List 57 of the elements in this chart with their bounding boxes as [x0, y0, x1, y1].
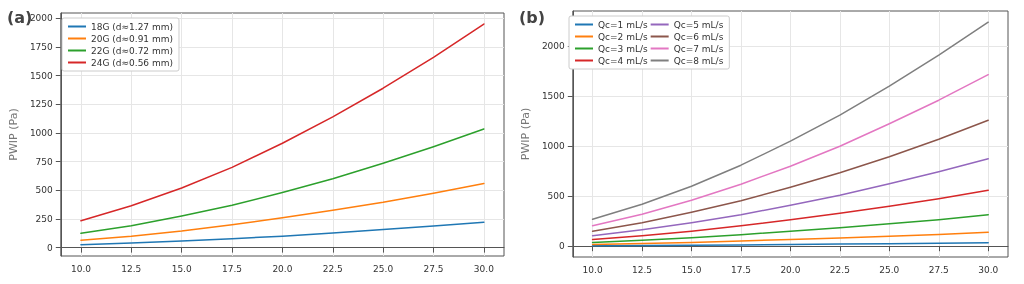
y-tick-label: 1000	[29, 127, 54, 138]
y-tick-label: 250	[35, 213, 54, 224]
y-tick-label: 1500	[29, 70, 54, 81]
legend-label: Qc=7 mL/s	[673, 43, 724, 54]
x-tick-label: 12.5	[632, 264, 653, 275]
line-series	[80, 221, 485, 246]
legend-label: Qc=4 mL/s	[598, 55, 648, 66]
line-series	[591, 157, 989, 237]
x-tick-label: 17.5	[222, 263, 243, 274]
line-series	[80, 182, 485, 241]
y-axis-title: PWIP (Pa)	[7, 108, 20, 161]
y-tick-label: 1750	[29, 41, 54, 52]
x-tick-label: 10.0	[582, 264, 603, 275]
line-series	[591, 119, 989, 232]
x-tick-label: 10.0	[70, 263, 92, 274]
line-series	[80, 23, 485, 222]
legend-label: 22G (d≈0.72 mm)	[91, 45, 173, 56]
x-tick-label: 22.5	[322, 263, 343, 274]
chart-title: (b)	[519, 7, 546, 27]
legend-label: Qc=1 mL/s	[598, 19, 648, 30]
x-tick-label: 25.0	[373, 263, 394, 274]
legend-label: Qc=5 mL/s	[673, 19, 724, 30]
legend-label: 20G (d≈0.91 mm)	[91, 33, 173, 44]
legend-label: Qc=3 mL/s	[598, 43, 648, 54]
x-tick-label: 20.0	[780, 264, 801, 275]
x-tick-label: 22.5	[829, 264, 850, 275]
x-tick-label: 27.5	[928, 264, 949, 275]
x-tick-label: 30.0	[473, 263, 495, 274]
legend-label: Qc=2 mL/s	[598, 31, 648, 42]
legend-label: Qc=6 mL/s	[673, 31, 724, 42]
line-series	[591, 231, 989, 246]
line-series	[591, 189, 989, 241]
y-tick-label: 500	[35, 185, 54, 196]
y-tick-label: 750	[35, 156, 54, 167]
line-series	[80, 128, 485, 235]
legend-label: 24G (d≈0.56 mm)	[91, 57, 173, 68]
x-tick-label: 15.0	[681, 264, 702, 275]
x-tick-label: 30.0	[978, 264, 999, 275]
x-tick-label: 15.0	[171, 263, 192, 274]
legend-label: 18G (d≈1.27 mm)	[91, 21, 173, 32]
y-tick-label: 0	[559, 241, 566, 252]
y-tick-label: 2000	[541, 41, 566, 52]
y-tick-label: 1000	[541, 141, 566, 152]
line-series	[591, 21, 989, 220]
x-tick-label: 27.5	[423, 263, 444, 274]
line-series	[591, 73, 989, 227]
x-tick-label: 12.5	[121, 263, 142, 274]
y-tick-label: 500	[547, 191, 566, 202]
legend-label: Qc=8 mL/s	[673, 55, 724, 66]
x-tick-label: 25.0	[879, 264, 900, 275]
line-series	[591, 213, 989, 244]
y-axis-title: PWIP (Pa)	[519, 107, 532, 161]
x-tick-label: 20.0	[272, 263, 293, 274]
x-tick-label: 17.5	[730, 264, 751, 275]
y-tick-label: 0	[47, 242, 54, 253]
y-tick-label: 1500	[541, 91, 566, 102]
y-tick-label: 1250	[29, 99, 54, 110]
